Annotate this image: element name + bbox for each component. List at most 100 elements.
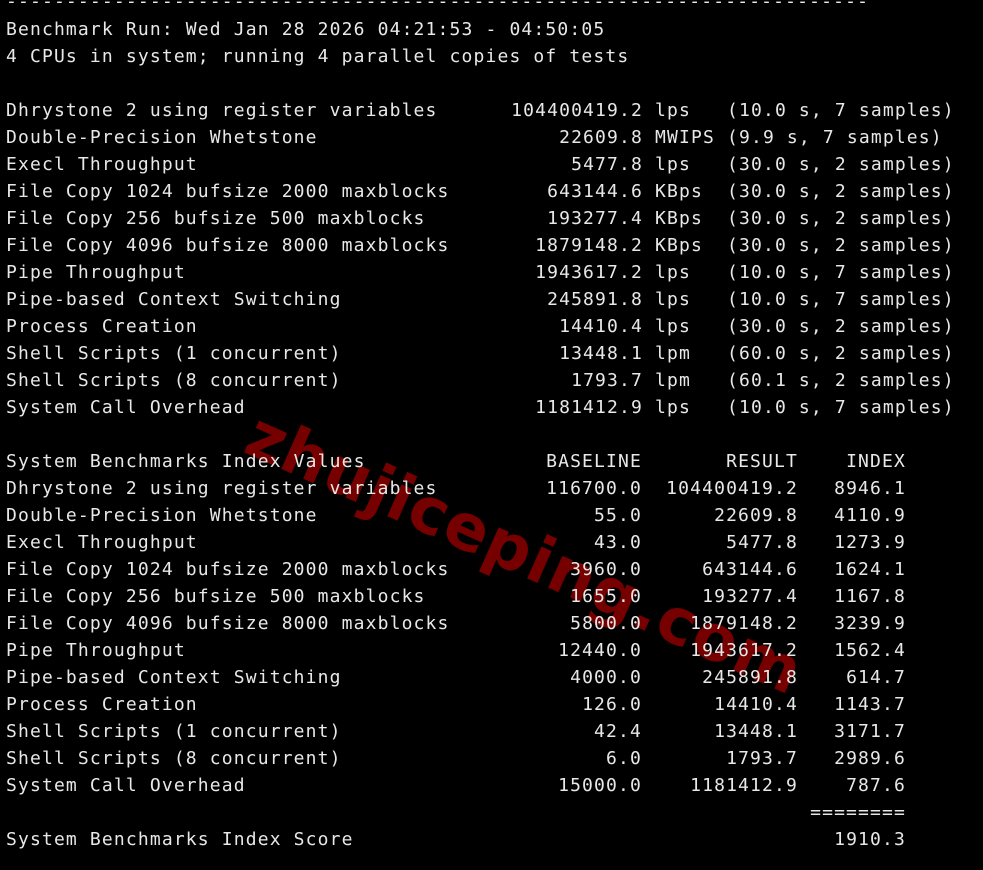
index-row-result: 245891.8 [702,667,798,688]
result-name: Process Creation [6,316,198,337]
result-unit: KBps [655,235,703,256]
index-row-baseline: 5800.0 [570,613,642,634]
result-details: (30.0 s, 2 samples) [727,154,955,175]
index-title: System Benchmarks Index Values [6,451,366,472]
result-name: File Copy 1024 bufsize 2000 maxblocks [6,181,450,202]
index-row-name: System Call Overhead [6,775,246,796]
result-unit: lps [655,100,691,121]
index-row-index: 3171.7 [834,721,906,742]
result-name: Pipe-based Context Switching [6,289,342,310]
result-unit: lps [655,154,691,175]
index-row-result: 14410.4 [714,694,798,715]
result-value: 1879148.2 [535,235,643,256]
index-row-result: 1793.7 [726,748,798,769]
result-details: (60.1 s, 2 samples) [727,370,955,391]
result-details: (10.0 s, 7 samples) [727,397,955,418]
result-unit: lps [655,316,691,337]
result-details: (10.0 s, 7 samples) [727,100,955,121]
index-row-result: 13448.1 [714,721,798,742]
index-row-result: 104400419.2 [666,478,798,499]
result-value: 104400419.2 [511,100,643,121]
index-row-baseline: 4000.0 [570,667,642,688]
score-divider: ======== [810,802,906,823]
result-name: File Copy 256 bufsize 500 maxblocks [6,208,426,229]
result-value: 245891.8 [547,289,643,310]
result-value: 1793.7 [571,370,643,391]
result-details: (10.0 s, 7 samples) [727,262,955,283]
index-row-name: Shell Scripts (8 concurrent) [6,748,342,769]
result-unit: MWIPS [655,127,715,148]
index-row-name: Double-Precision Whetstone [6,505,318,526]
result-details: (30.0 s, 2 samples) [727,235,955,256]
score-label: System Benchmarks Index Score [6,829,354,850]
result-name: Shell Scripts (8 concurrent) [6,370,342,391]
index-row-name: File Copy 256 bufsize 500 maxblocks [6,586,426,607]
index-row-result: 1943617.2 [690,640,798,661]
result-unit: lps [655,397,691,418]
index-row-result: 1181412.9 [690,775,798,796]
index-header: INDEX [846,451,906,472]
index-row-name: File Copy 1024 bufsize 2000 maxblocks [6,559,450,580]
result-unit: lpm [655,343,691,364]
result-value: 1943617.2 [535,262,643,283]
result-unit: KBps [655,181,703,202]
result-header: RESULT [726,451,798,472]
index-row-baseline: 116700.0 [546,478,642,499]
index-row-index: 787.6 [846,775,906,796]
index-row-name: Pipe-based Context Switching [6,667,342,688]
index-row-index: 8946.1 [834,478,906,499]
run-line: Benchmark Run: Wed Jan 28 2026 04:21:53 … [6,19,606,40]
score-value: 1910.3 [834,829,906,850]
result-details: (9.9 s, 7 samples) [727,127,943,148]
index-row-index: 2989.6 [834,748,906,769]
result-value: 5477.8 [571,154,643,175]
result-value: 14410.4 [559,316,643,337]
index-row-index: 614.7 [846,667,906,688]
cpu-line: 4 CPUs in system; running 4 parallel cop… [6,46,630,67]
index-row-index: 1562.4 [834,640,906,661]
result-details: (30.0 s, 2 samples) [727,181,955,202]
index-row-name: Execl Throughput [6,532,198,553]
index-row-baseline: 6.0 [606,748,642,769]
result-details: (60.0 s, 2 samples) [727,343,955,364]
result-name: Pipe Throughput [6,262,186,283]
result-name: File Copy 4096 bufsize 8000 maxblocks [6,235,450,256]
index-row-baseline: 15000.0 [558,775,642,796]
index-row-baseline: 1655.0 [570,586,642,607]
index-row-baseline: 126.0 [582,694,642,715]
index-row-baseline: 55.0 [594,505,642,526]
index-row-result: 643144.6 [702,559,798,580]
result-unit: lps [655,262,691,283]
index-row-baseline: 12440.0 [558,640,642,661]
result-unit: KBps [655,208,703,229]
index-row-name: Dhrystone 2 using register variables [6,478,438,499]
result-value: 193277.4 [547,208,643,229]
result-details: (30.0 s, 2 samples) [727,316,955,337]
index-row-index: 3239.9 [834,613,906,634]
index-row-result: 22609.8 [714,505,798,526]
index-row-baseline: 43.0 [594,532,642,553]
index-row-result: 193277.4 [702,586,798,607]
result-value: 1181412.9 [535,397,643,418]
index-row-name: File Copy 4096 bufsize 8000 maxblocks [6,613,450,634]
result-unit: lpm [655,370,691,391]
index-row-result: 1879148.2 [690,613,798,634]
result-name: Dhrystone 2 using register variables [6,100,438,121]
index-row-baseline: 42.4 [594,721,642,742]
result-value: 22609.8 [559,127,643,148]
result-unit: lps [655,289,691,310]
index-row-name: Shell Scripts (1 concurrent) [6,721,342,742]
index-row-index: 1273.9 [834,532,906,553]
index-row-index: 4110.9 [834,505,906,526]
result-name: Shell Scripts (1 concurrent) [6,343,342,364]
index-row-index: 1143.7 [834,694,906,715]
index-row-result: 5477.8 [726,532,798,553]
divider-line: ----------------------------------------… [6,0,870,12]
result-name: Execl Throughput [6,154,198,175]
index-row-name: Process Creation [6,694,198,715]
result-value: 643144.6 [547,181,643,202]
result-value: 13448.1 [559,343,643,364]
result-name: Double-Precision Whetstone [6,127,318,148]
index-row-baseline: 3960.0 [570,559,642,580]
